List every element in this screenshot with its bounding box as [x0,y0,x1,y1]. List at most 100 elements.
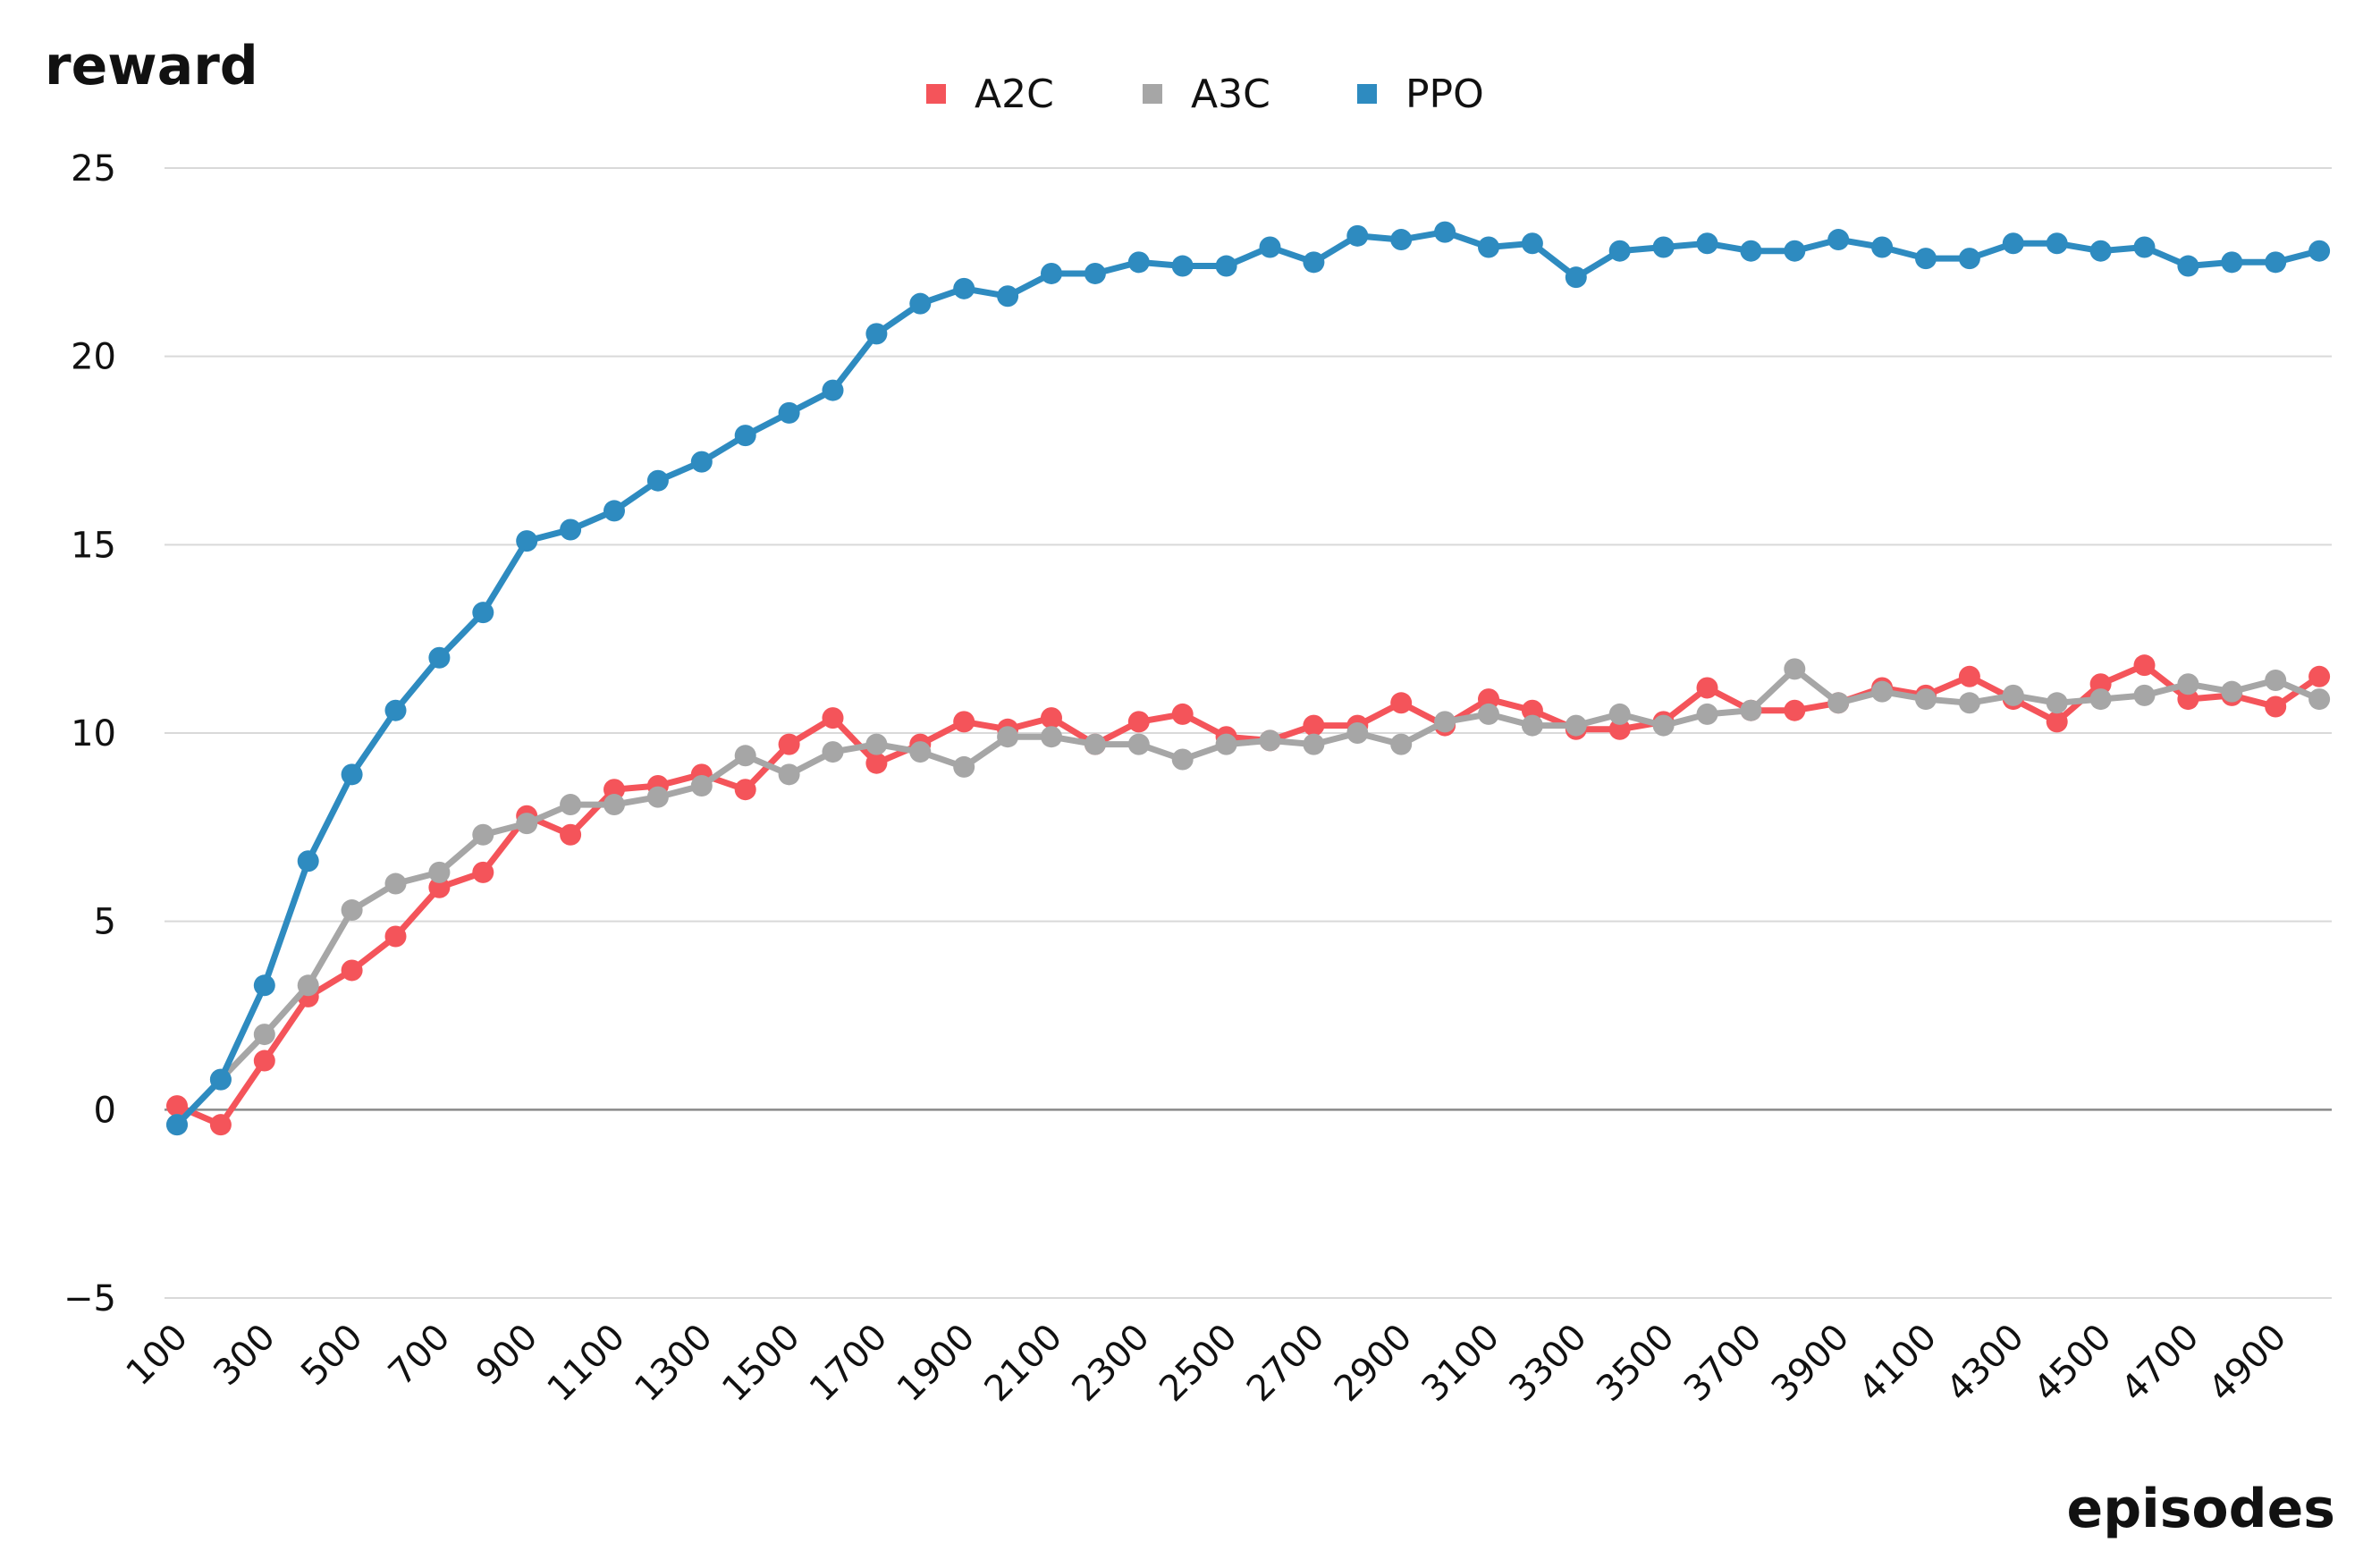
x-tick-label: 900 [468,1317,546,1395]
x-tick-label: 2500 [1152,1317,1245,1411]
y-axis-ticks: 25 20 15 10 5 0 −5 [63,148,116,1319]
gridlines [165,167,2332,1299]
data-point-a3c [690,774,713,797]
data-point-ppo [1434,221,1456,243]
data-point-ppo [2089,240,2112,262]
data-point-a2c [1521,699,1543,721]
data-point-a2c [1608,718,1631,740]
data-point-ppo [2133,236,2156,258]
data-point-a3c [2089,688,2112,711]
data-point-a2c [472,861,494,883]
data-point-ppo [1041,262,1062,284]
data-point-a2c [428,876,451,898]
x-tick-label: 4900 [2201,1317,2295,1411]
data-point-ppo [2308,240,2331,262]
data-point-ppo [1390,229,1413,251]
x-tick-label: 4700 [2114,1317,2207,1411]
x-tick-label: 2300 [1064,1317,1158,1411]
data-point-a3c [2265,670,2287,692]
data-point-a2c [1478,688,1499,711]
x-tick-label: 3900 [1764,1317,1858,1411]
data-point-a2c [1696,677,1718,699]
data-point-ppo [1127,251,1150,274]
data-point-a2c [253,1049,275,1072]
data-point-a2c [953,711,975,733]
data-point-a3c [1390,733,1413,755]
data-point-a3c [909,741,932,763]
x-tick-label: 2700 [1239,1317,1333,1411]
x-tick-label: 4100 [1852,1317,1945,1411]
x-axis-ticks: 100 300 500 700 9001100130015001700190021002… [119,1317,2295,1411]
legend-swatch [1143,84,1162,104]
x-tick-label: 100 [119,1317,197,1395]
data-point-a3c [1171,748,1194,771]
data-point-a3c [1215,733,1237,755]
legend-swatch [926,84,946,104]
data-point-ppo [2265,251,2287,274]
y-tick-label: 0 [94,1090,116,1131]
series-line-a2c [173,662,2323,1128]
data-point-ppo [2177,255,2199,277]
data-point-a3c [1565,714,1587,737]
x-tick-label: 3300 [1501,1317,1595,1411]
legend-label: A3C [1191,72,1270,117]
data-point-a3c [997,726,1019,748]
data-point-a3c [2177,673,2199,695]
data-point-a3c [2133,684,2156,706]
data-point-ppo [909,292,932,315]
y-tick-label: −5 [63,1278,116,1319]
legend-swatch [1357,84,1377,104]
x-tick-label: 3700 [1676,1317,1770,1411]
data-point-a3c [253,1024,275,1046]
data-point-a3c [472,823,494,846]
data-point-a2c [1171,703,1194,725]
data-point-ppo [1958,248,1980,270]
data-point-ppo [1171,255,1194,277]
data-point-a3c [1696,703,1718,725]
data-point-a2c [603,779,625,801]
data-point-ppo [428,646,451,669]
data-point-a3c [2002,684,2024,706]
data-point-a3c [1041,726,1062,748]
data-point-a3c [1608,703,1631,725]
x-tick-label: 3500 [1589,1317,1683,1411]
y-tick-label: 25 [71,148,116,190]
data-point-a3c [516,813,538,835]
x-tick-label: 300 [206,1317,283,1395]
data-point-ppo [1565,266,1587,289]
data-point-ppo [1696,232,1718,255]
data-point-a3c [2046,692,2068,714]
data-point-ppo [1346,224,1369,247]
data-point-ppo [2046,232,2068,255]
data-point-a3c [428,861,451,883]
data-point-ppo [384,699,407,721]
series-group [166,221,2331,1136]
data-point-a2c [2265,695,2287,718]
x-tick-label: 700 [381,1317,459,1395]
data-point-ppo [690,451,713,473]
data-point-a2c [822,707,844,729]
data-point-a2c [2177,688,2199,711]
x-tick-label: 4300 [1938,1317,2032,1411]
data-point-ppo [1827,229,1850,251]
data-point-ppo [997,285,1019,308]
y-tick-label: 10 [71,713,116,754]
data-point-a3c [734,745,756,767]
data-point-ppo [865,323,888,345]
data-point-ppo [209,1068,232,1091]
data-point-a3c [778,763,800,786]
data-point-a2c [1041,707,1062,729]
y-tick-label: 20 [71,337,116,378]
y-axis-title: reward [45,35,258,97]
data-point-a3c [646,786,669,808]
data-point-ppo [2002,232,2024,255]
data-point-ppo [646,469,669,492]
data-point-ppo [734,425,756,447]
data-point-a2c [560,823,582,846]
x-tick-label: 500 [293,1317,371,1395]
data-point-ppo [297,850,319,872]
legend-label: A2C [975,72,1054,117]
x-tick-label: 2100 [977,1317,1071,1411]
data-point-ppo [253,974,275,997]
